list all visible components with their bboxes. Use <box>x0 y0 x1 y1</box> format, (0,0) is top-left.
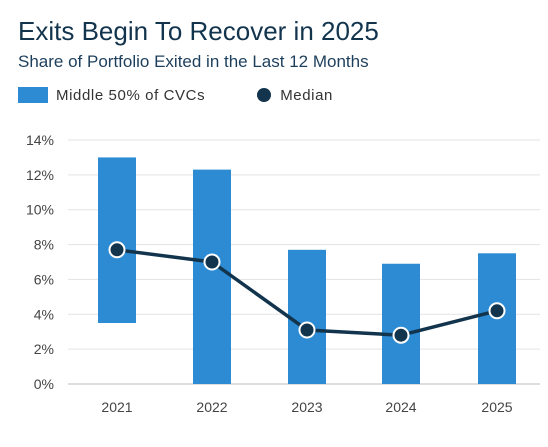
y-tick-label: 4% <box>34 306 54 322</box>
range-bar <box>98 157 136 323</box>
median-point <box>392 326 410 344</box>
legend-range-swatch <box>18 87 48 103</box>
x-tick-label: 2021 <box>101 399 132 415</box>
chart-subtitle: Share of Portfolio Exited in the Last 12… <box>18 52 369 71</box>
y-tick-label: 10% <box>26 202 54 218</box>
y-tick-label: 2% <box>34 341 54 357</box>
legend-median-marker <box>257 88 272 102</box>
legend: Middle 50% of CVCs Median <box>18 85 333 105</box>
legend-item-range: Middle 50% of CVCs <box>18 87 205 104</box>
x-tick-label: 2024 <box>385 399 416 415</box>
y-tick-label: 0% <box>34 376 54 392</box>
range-bar <box>193 169 231 384</box>
y-tick-label: 6% <box>34 271 54 287</box>
median-point <box>298 321 316 339</box>
y-tick-label: 8% <box>34 237 54 253</box>
legend-item-median: Median <box>257 87 333 104</box>
axis-tick-labels: 0% 2% 4% 6% 8% 10% 12% 14% 2021 2022 2023 2024 2025 <box>26 132 513 415</box>
y-tick-label: 12% <box>26 167 54 183</box>
x-tick-label: 2022 <box>196 399 227 415</box>
median-point <box>203 253 221 271</box>
x-tick-label: 2023 <box>291 399 322 415</box>
legend-median-label: Median <box>280 86 333 104</box>
legend-range-label: Middle 50% of CVCs <box>56 86 206 104</box>
range-bars <box>98 157 516 384</box>
y-tick-label: 14% <box>26 132 54 148</box>
chart-title: Exits Begin To Recover in 2025 <box>18 16 379 46</box>
median-point <box>108 241 126 259</box>
range-bar <box>288 249 326 384</box>
median-line <box>108 241 506 344</box>
x-tick-label: 2025 <box>481 399 512 415</box>
range-bar <box>382 263 420 384</box>
median-point <box>488 302 506 320</box>
